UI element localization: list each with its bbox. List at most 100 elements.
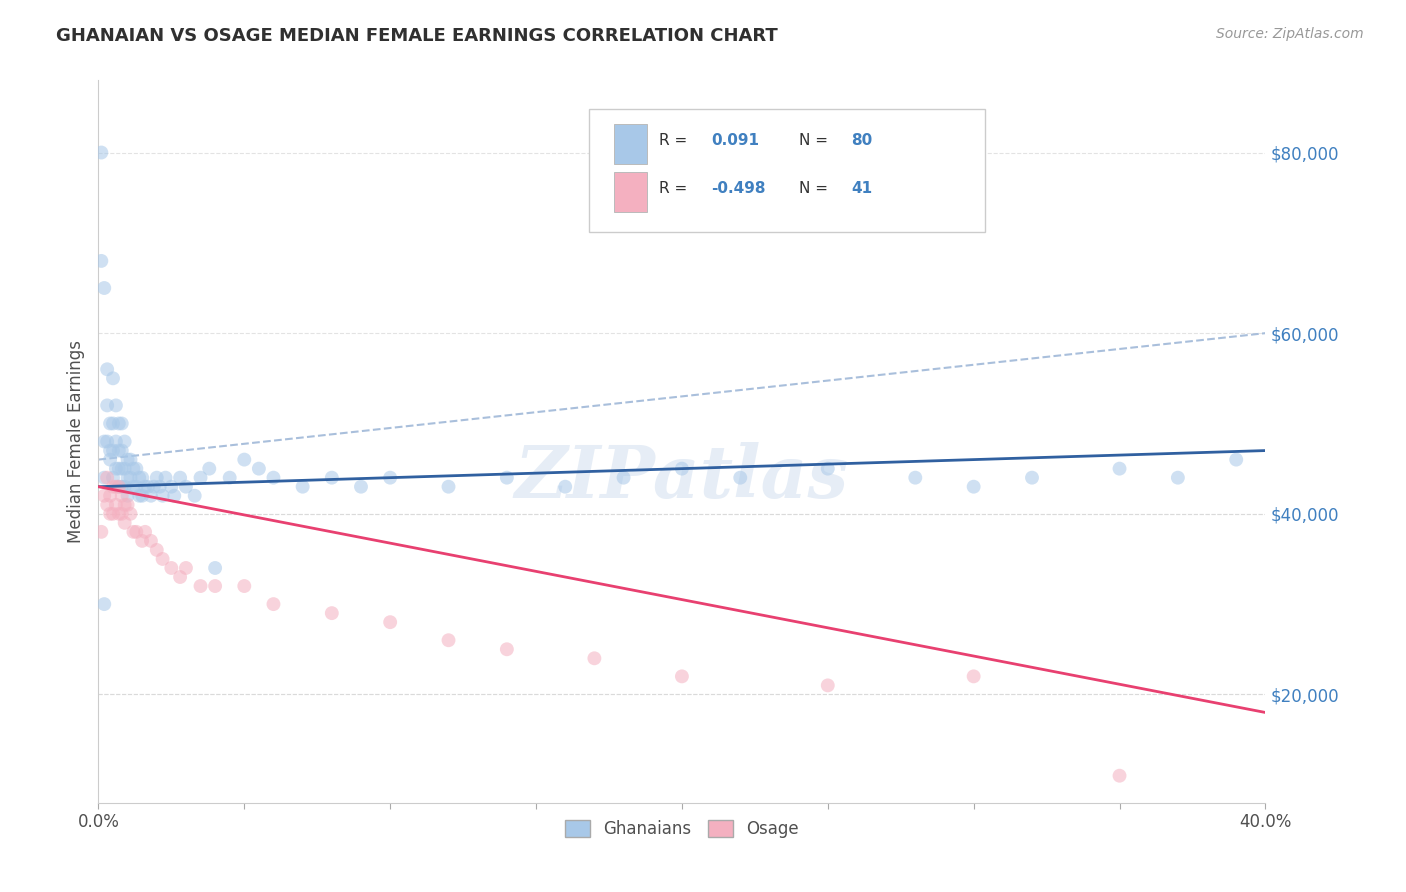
Point	[321, 606, 343, 620]
Point	[190, 470, 212, 484]
Point	[612, 470, 634, 484]
Point	[155, 470, 177, 484]
Text: 0.091: 0.091	[711, 133, 759, 148]
Point	[96, 498, 118, 512]
Point	[437, 633, 460, 648]
Point	[125, 461, 148, 475]
Point	[93, 434, 115, 449]
Point	[380, 615, 402, 630]
Point	[90, 524, 112, 539]
Point	[108, 480, 131, 494]
Point	[174, 561, 197, 575]
Point	[120, 507, 142, 521]
Point	[149, 480, 172, 494]
Text: GHANAIAN VS OSAGE MEDIAN FEMALE EARNINGS CORRELATION CHART: GHANAIAN VS OSAGE MEDIAN FEMALE EARNINGS…	[56, 27, 778, 45]
Point	[90, 145, 112, 160]
Point	[350, 480, 373, 494]
Point	[247, 461, 270, 475]
Point	[139, 533, 162, 548]
Point	[134, 524, 156, 539]
Point	[114, 498, 136, 512]
Legend: Ghanaians, Osage: Ghanaians, Osage	[558, 814, 806, 845]
Text: N =: N =	[799, 181, 832, 196]
Point	[136, 480, 159, 494]
Text: ZIPatlas: ZIPatlas	[515, 442, 849, 513]
Point	[233, 452, 256, 467]
Point	[730, 470, 752, 484]
Point	[131, 470, 153, 484]
Point	[101, 507, 124, 521]
Point	[190, 579, 212, 593]
Point	[114, 516, 136, 530]
Point	[98, 417, 121, 431]
Point	[131, 533, 153, 548]
Point	[554, 480, 576, 494]
Point	[262, 470, 284, 484]
Point	[122, 524, 145, 539]
Point	[96, 398, 118, 412]
Point	[496, 642, 519, 657]
Point	[1108, 769, 1130, 783]
Point	[101, 417, 124, 431]
Point	[104, 480, 127, 494]
Bar	[614, 172, 647, 212]
Point	[1225, 452, 1247, 467]
Point	[146, 542, 169, 557]
Point	[117, 498, 139, 512]
Point	[114, 434, 136, 449]
Point	[131, 489, 153, 503]
FancyBboxPatch shape	[589, 109, 986, 232]
Point	[152, 552, 174, 566]
Point	[962, 669, 984, 683]
Point	[111, 443, 134, 458]
Point	[122, 461, 145, 475]
Point	[160, 561, 183, 575]
Point	[93, 597, 115, 611]
Point	[111, 507, 134, 521]
Point	[117, 489, 139, 503]
Point	[262, 597, 284, 611]
Point	[98, 507, 121, 521]
Point	[496, 470, 519, 484]
Point	[101, 480, 124, 494]
Point	[163, 489, 186, 503]
Point	[962, 480, 984, 494]
Point	[111, 480, 134, 494]
Point	[817, 461, 839, 475]
Point	[108, 417, 131, 431]
Point	[128, 489, 150, 503]
Point	[96, 434, 118, 449]
Point	[583, 651, 606, 665]
Point	[93, 489, 115, 503]
Point	[114, 461, 136, 475]
Point	[218, 470, 240, 484]
Text: 80: 80	[851, 133, 872, 148]
Point	[111, 489, 134, 503]
Point	[108, 443, 131, 458]
Text: -0.498: -0.498	[711, 181, 766, 196]
Point	[233, 579, 256, 593]
Point	[437, 480, 460, 494]
Text: Source: ZipAtlas.com: Source: ZipAtlas.com	[1216, 27, 1364, 41]
Point	[104, 434, 127, 449]
Point	[98, 443, 121, 458]
Y-axis label: Median Female Earnings: Median Female Earnings	[66, 340, 84, 543]
Point	[90, 253, 112, 268]
Point	[117, 452, 139, 467]
Point	[125, 480, 148, 494]
Point	[904, 470, 927, 484]
Point	[117, 470, 139, 484]
Point	[198, 461, 221, 475]
Point	[104, 498, 127, 512]
Text: R =: R =	[658, 181, 692, 196]
Point	[671, 669, 693, 683]
Point	[174, 480, 197, 494]
Point	[142, 480, 165, 494]
Point	[160, 480, 183, 494]
Point	[114, 480, 136, 494]
Point	[1167, 470, 1189, 484]
Point	[104, 461, 127, 475]
Point	[128, 470, 150, 484]
Point	[152, 489, 174, 503]
Point	[98, 452, 121, 467]
